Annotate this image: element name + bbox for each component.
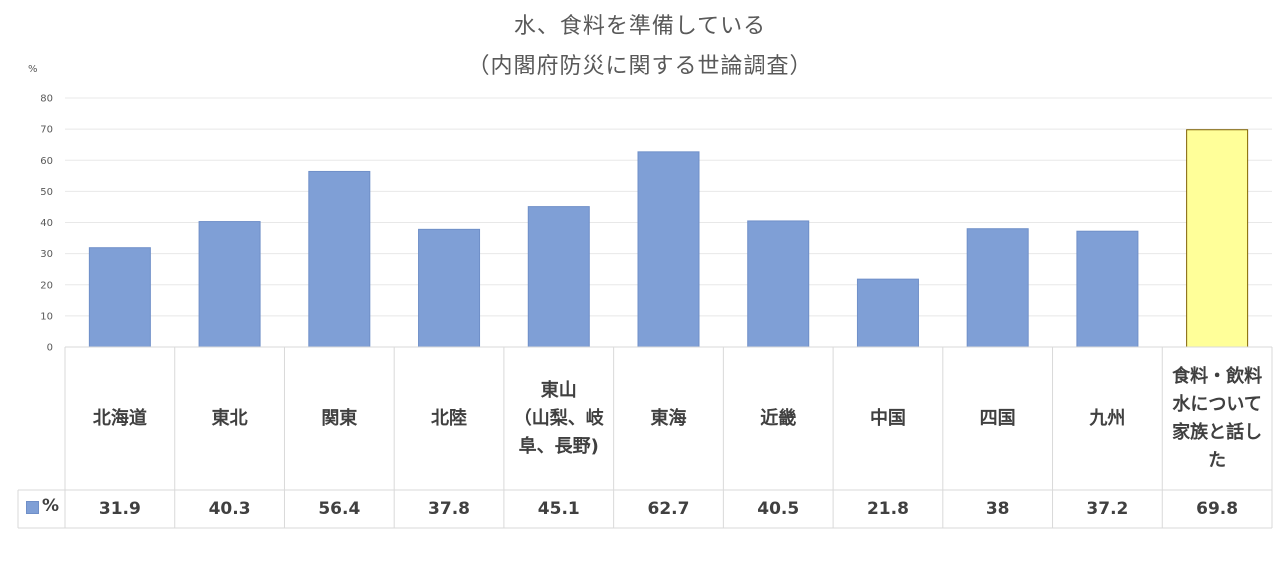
chart-title: 水、食料を準備している — [513, 14, 767, 39]
x-category-label: 東山 （山梨、岐 阜、長野) — [513, 379, 604, 457]
y-tick-label: 20 — [40, 280, 53, 291]
bar — [637, 151, 700, 348]
y-tick-label: 50 — [40, 187, 53, 198]
y-tick-label: 10 — [40, 311, 53, 322]
x-category-label: 近畿 — [760, 407, 797, 429]
bar — [966, 228, 1029, 348]
data-value-label: 21.8 — [866, 499, 909, 519]
legend-label: % — [42, 496, 60, 516]
x-category-label: 九州 — [1089, 407, 1126, 429]
data-value-label: 45.1 — [537, 499, 580, 519]
y-tick-label: 40 — [40, 218, 53, 229]
y-tick-label: 70 — [40, 125, 53, 136]
x-category-label: 関東 — [321, 407, 358, 429]
data-value-label: 38 — [985, 499, 1010, 519]
bar — [418, 228, 481, 348]
chart-subtitle: （内閣府防災に関する世論調査） — [467, 54, 813, 79]
x-category-label: 四国 — [979, 407, 1016, 429]
data-value-label: 69.8 — [1196, 499, 1239, 519]
data-value-label: 62.7 — [647, 499, 690, 519]
bar — [1076, 230, 1139, 348]
y-tick-label: 60 — [40, 156, 53, 167]
y-tick-label: 80 — [40, 94, 53, 105]
x-category-label: 食料・飲料 水について 家族と話し た — [1172, 365, 1263, 471]
bar — [308, 170, 371, 348]
y-tick-label: 0 — [47, 343, 53, 354]
data-value-label: 37.8 — [428, 499, 470, 519]
bar — [198, 221, 261, 348]
bar — [747, 220, 810, 348]
highlight-bar — [1186, 129, 1249, 348]
x-category-label: 中国 — [869, 407, 906, 429]
data-value-label: 56.4 — [318, 499, 361, 519]
bar — [856, 278, 919, 348]
y-tick-label: 30 — [40, 249, 53, 260]
x-category-label: 東海 — [650, 407, 687, 429]
data-value-label: 37.2 — [1086, 499, 1129, 519]
bar — [88, 247, 151, 348]
x-category-label: 東北 — [211, 407, 248, 429]
x-category-label: 北海道 — [92, 407, 147, 429]
x-category-label: 北陸 — [431, 407, 468, 429]
data-value-label: 40.3 — [208, 499, 251, 519]
legend-key — [26, 501, 39, 514]
bar — [527, 206, 590, 348]
y-axis-unit-label: % — [28, 64, 38, 75]
data-value-label: 40.5 — [757, 499, 800, 519]
data-value-label: 31.9 — [98, 499, 141, 519]
